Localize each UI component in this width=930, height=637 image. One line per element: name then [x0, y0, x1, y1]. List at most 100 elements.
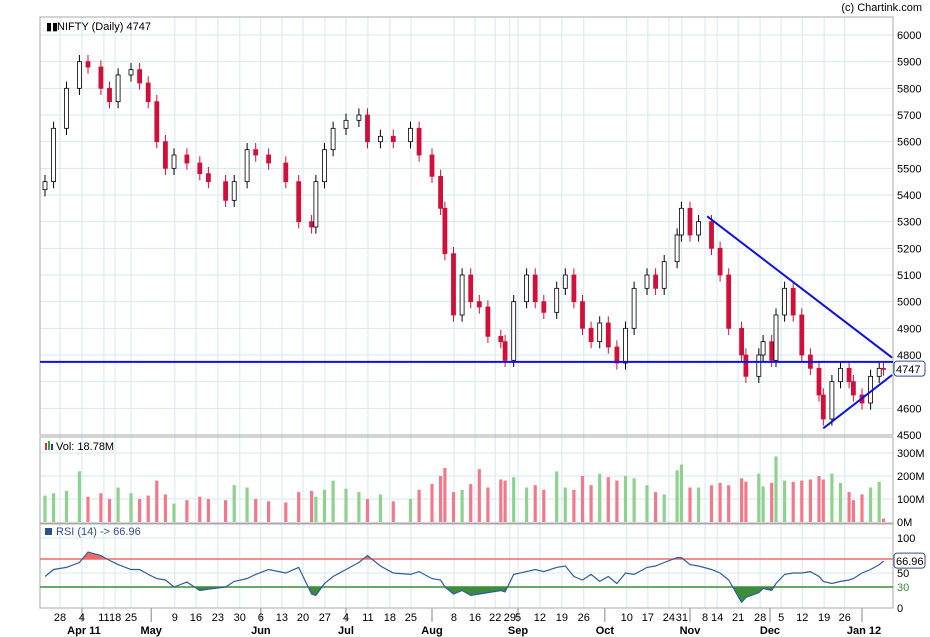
volume-bar: [877, 481, 881, 522]
candle-body: [756, 354, 762, 377]
candle-body: [451, 253, 456, 316]
volume-bar: [64, 490, 69, 522]
volume-bar: [322, 489, 327, 522]
volume-bar: [198, 496, 202, 522]
volume-bar: [116, 487, 120, 522]
x-tick-label: 19: [556, 612, 568, 624]
candle-body: [85, 61, 91, 68]
x-tick-label: 26: [578, 612, 590, 624]
candle-body: [851, 381, 856, 396]
x-tick-label: 16: [469, 612, 481, 624]
volume-bar: [451, 492, 456, 522]
volume-bar: [503, 480, 507, 522]
volume-bar: [224, 500, 228, 522]
volume-bar: [43, 495, 47, 522]
candle-body: [881, 367, 886, 370]
candle-body: [769, 341, 775, 361]
volume-bar: [297, 492, 301, 522]
price-tick-label: 5000: [897, 297, 921, 309]
rsi-panel-frame: [39, 523, 894, 609]
volume-bar: [365, 499, 370, 522]
candle-body: [498, 335, 504, 343]
trendline: [822, 374, 893, 430]
price-tick-label: 6000: [897, 30, 921, 42]
candle-body: [476, 301, 482, 308]
volume-tick-label: 300M: [897, 448, 925, 460]
candle-body: [205, 173, 211, 183]
volume-bar: [718, 482, 722, 522]
candle-body: [687, 207, 693, 236]
volume-bar: [378, 494, 382, 522]
volume-bar: [654, 492, 658, 522]
x-month-label: Jan 12: [847, 625, 881, 637]
candle-body: [377, 135, 383, 143]
candle-body: [438, 175, 444, 209]
price-tick-label: 5700: [897, 110, 921, 122]
candle-body: [365, 114, 370, 143]
x-tick-label: 18: [109, 612, 121, 624]
candle-body: [77, 61, 82, 89]
volume-bar: [830, 473, 834, 522]
x-tick-label: 11: [98, 612, 109, 624]
x-tick-label: 9: [172, 612, 178, 624]
chartink-credit[interactable]: (c) Chartink.com: [841, 2, 922, 14]
rsi-tick-label: 30: [897, 582, 909, 594]
last-price-label: 4747: [896, 364, 920, 376]
candle-body: [309, 221, 315, 228]
rsi-line: [44, 551, 884, 604]
candle-body: [876, 367, 882, 377]
volume-bars: [43, 456, 886, 522]
candle-body: [107, 87, 112, 103]
volume-bar: [408, 499, 413, 522]
volume-bar: [443, 467, 447, 522]
volume-bar: [314, 496, 318, 522]
candle-body: [554, 287, 560, 313]
candle-body: [330, 127, 336, 151]
volume-tick-label: 0M: [897, 517, 912, 529]
volume-bar: [838, 482, 843, 522]
volume-bar: [606, 477, 610, 522]
volume-bar: [185, 500, 189, 522]
candle-body: [717, 247, 723, 276]
candle-body: [820, 394, 826, 420]
volume-bar: [860, 494, 864, 522]
volume-bar: [267, 501, 271, 522]
volume-tick-label: 200M: [897, 471, 925, 483]
rsi-tick-label: 100: [897, 533, 915, 545]
rsi-icon: [45, 528, 52, 535]
candle-body: [343, 119, 349, 129]
grid: [40, 17, 893, 622]
volume-bar: [623, 476, 628, 522]
volume-bar: [542, 489, 546, 522]
x-tick-label: 10: [621, 612, 633, 624]
volume-bar: [679, 464, 683, 522]
price-legend: ▮▮ NIFTY (Daily) 4747: [46, 21, 151, 33]
candle-body: [739, 327, 744, 356]
x-tick-label: 21: [732, 612, 744, 624]
candle-body: [838, 367, 843, 383]
candle-body: [541, 301, 547, 313]
axes: 4500460048004900500051005200530054005500…: [54, 30, 926, 637]
volume-bar: [129, 493, 133, 522]
candle-body: [726, 274, 732, 329]
volume-bar: [155, 480, 159, 522]
x-tick-label: 17: [642, 612, 654, 624]
volume-bar: [391, 501, 395, 522]
candle-body: [429, 154, 435, 177]
x-month-label: Nov: [680, 625, 702, 637]
volume-bar: [662, 494, 666, 522]
volume-bar: [460, 489, 464, 522]
volume-bar: [688, 487, 692, 522]
volume-bar: [869, 487, 873, 522]
volume-bar: [817, 476, 821, 522]
rsi-tick-label: 0: [897, 603, 903, 615]
x-tick-label: 29: [504, 612, 516, 624]
candle-body: [532, 274, 538, 303]
rsi-label: RSI (14) -> 66.96: [56, 526, 141, 538]
x-tick-label: 5: [778, 612, 784, 624]
volume-bar: [331, 480, 335, 522]
x-tick-label: 8: [451, 612, 457, 624]
volume-bar: [486, 487, 490, 522]
rsi-last-label: 66.96: [896, 556, 924, 568]
